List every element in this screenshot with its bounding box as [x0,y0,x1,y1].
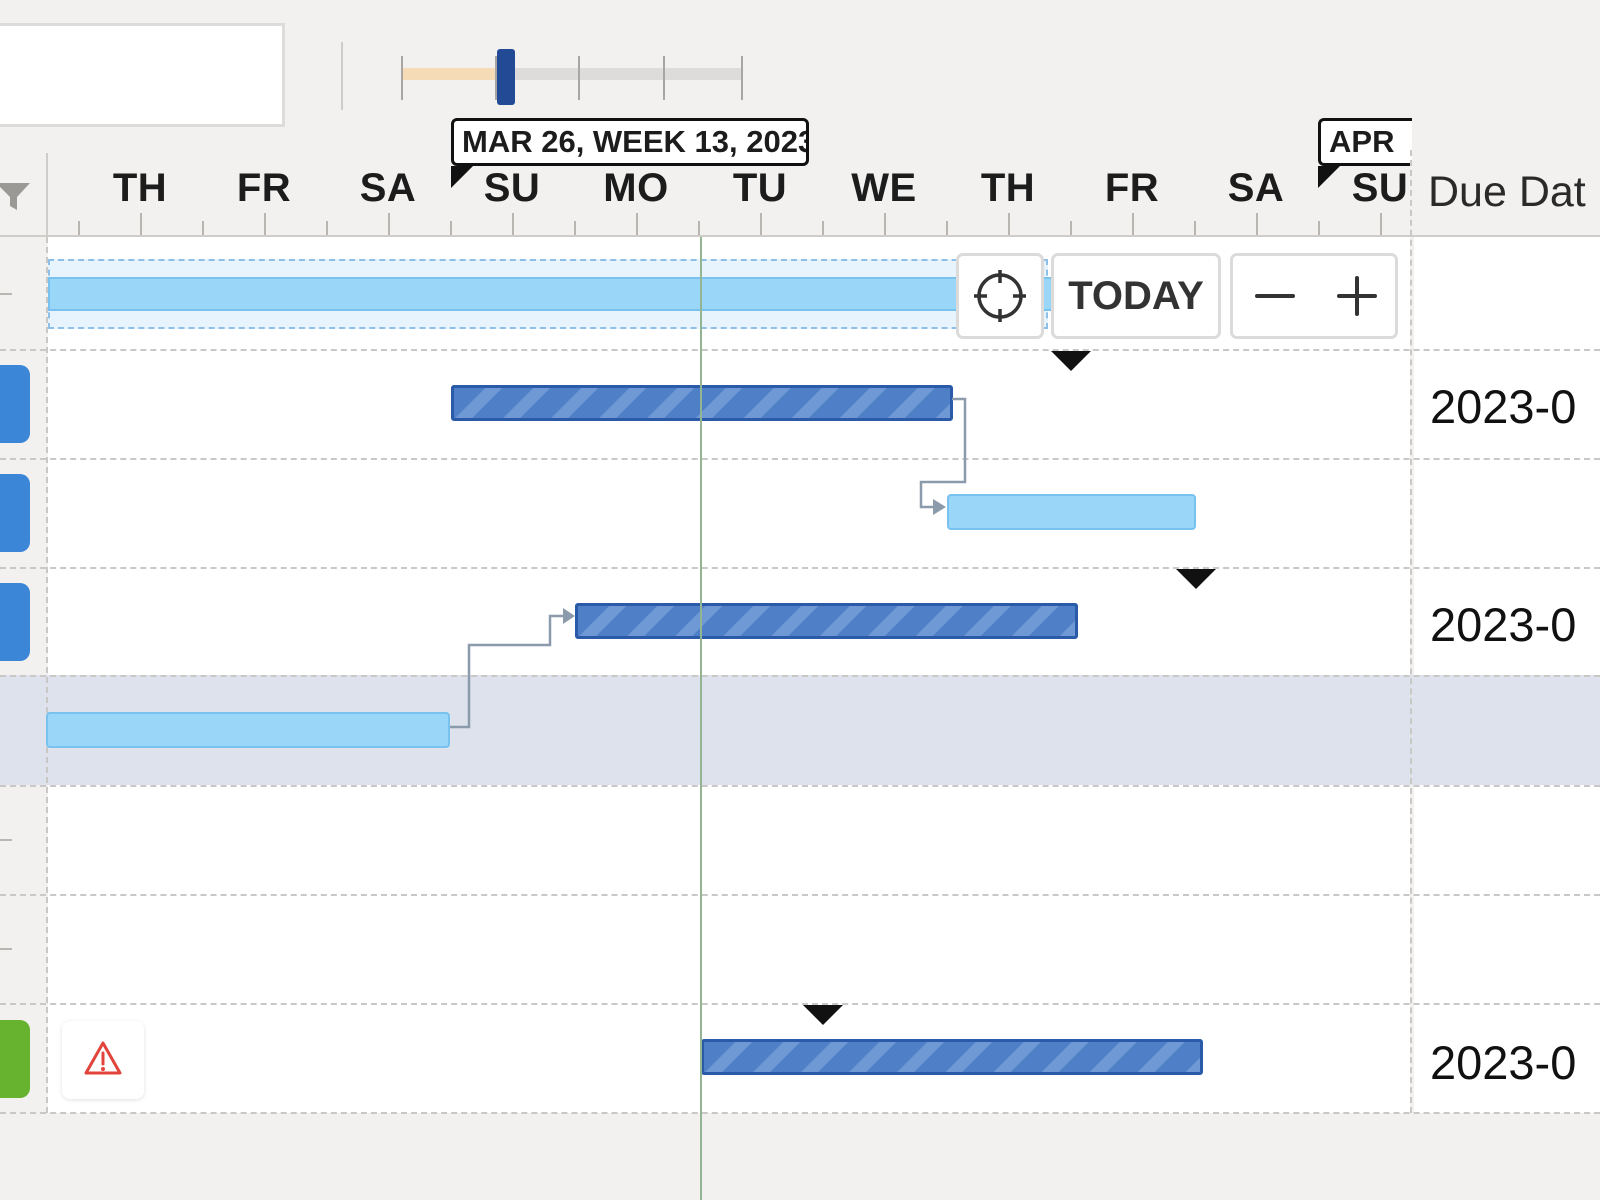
filter-icon[interactable] [0,180,32,212]
row-divider [0,567,1600,569]
zoom-slider-tick [663,56,665,100]
row-divider [0,675,1600,677]
row-divider [0,349,1600,351]
dependency-arrow [933,499,946,515]
row-divider [0,785,1600,787]
day-column-label: FR [236,166,292,210]
day-boundary-tick [264,213,266,235]
half-day-tick [1194,221,1196,235]
search-input[interactable] [0,23,285,127]
zoom-slider-tick [495,56,497,100]
deadline-marker[interactable] [1176,569,1216,589]
half-day-tick [326,221,328,235]
header-divider [0,235,1600,237]
today-line [700,237,702,1200]
zoom-slider-tick [741,56,743,100]
task-status-pill[interactable] [0,474,30,552]
zoom-out-button[interactable] [1233,256,1315,336]
day-column-label: WE [851,166,917,210]
task-bar[interactable] [575,603,1078,639]
zoom-controls [1230,253,1398,339]
day-boundary-tick [1008,213,1010,235]
summary-task-bar[interactable] [48,277,1058,311]
day-column-label: SU [1351,166,1409,210]
week-label: APR [1318,118,1412,166]
half-day-tick [202,221,204,235]
day-boundary-tick [140,213,142,235]
day-column-label: SA [1227,166,1285,210]
row-divider [0,894,1600,896]
half-day-tick [1070,221,1072,235]
zoom-slider-tick [401,56,403,100]
deadline-marker[interactable] [1051,351,1091,371]
due-date-column-header[interactable]: Due Dat [1428,168,1586,216]
day-column-label: SA [359,166,417,210]
due-date-cell[interactable]: 2023-0 [1430,598,1577,651]
column-divider [46,153,48,237]
day-boundary-tick [1132,213,1134,235]
day-column-label: TH [112,166,168,210]
task-bar[interactable] [701,1039,1203,1075]
day-boundary-tick [760,213,762,235]
day-column-label: MO [603,166,669,210]
row-divider [0,458,1600,460]
zoom-slider-tick [578,56,580,100]
due-date-cell[interactable]: 2023-0 [1430,1036,1577,1089]
toolbar-divider [341,42,343,110]
zoom-in-button[interactable] [1315,256,1397,336]
task-status-pill[interactable] [0,1020,30,1098]
scroll-to-task-button[interactable] [956,253,1044,339]
zoom-slider-fill [402,68,506,80]
tree-line [0,948,12,950]
grid-right-border [1410,150,1412,1113]
minus-icon [1255,294,1295,298]
day-boundary-tick [1380,213,1382,235]
half-day-tick [1318,221,1320,235]
day-boundary-tick [1256,213,1258,235]
day-boundary-tick [512,213,514,235]
day-column-label: SU [483,166,541,210]
zoom-slider-handle[interactable] [497,49,515,105]
half-day-tick [698,221,700,235]
day-column-label: TU [732,166,788,210]
half-day-tick [574,221,576,235]
week-label: MAR 26, WEEK 13, 2023 [451,118,809,166]
day-boundary-tick [636,213,638,235]
tree-line [0,839,12,841]
dependency-line [450,614,563,729]
day-column-label: FR [1104,166,1160,210]
row-divider [0,1003,1600,1005]
row-divider [0,1112,1600,1114]
crosshair-icon [974,270,1026,322]
day-boundary-tick [388,213,390,235]
tree-line [0,293,12,295]
day-boundary-tick [884,213,886,235]
half-day-tick [450,221,452,235]
dependency-line [919,397,967,509]
half-day-tick [822,221,824,235]
half-day-tick [946,221,948,235]
week-flag-marker [451,166,473,188]
task-bar[interactable] [451,385,953,421]
week-flag-marker [1318,166,1340,188]
half-day-tick [78,221,80,235]
warning-badge[interactable] [62,1021,144,1099]
dependency-arrow [563,608,575,624]
warning-triangle-icon [84,1041,122,1075]
task-bar[interactable] [947,494,1196,530]
day-column-label: TH [980,166,1036,210]
today-button[interactable]: TODAY [1051,253,1221,339]
due-date-cell[interactable]: 2023-0 [1430,380,1577,433]
deadline-marker[interactable] [803,1005,843,1025]
task-status-pill[interactable] [0,583,30,661]
plus-icon [1337,276,1377,316]
task-bar[interactable] [46,712,450,748]
task-status-pill[interactable] [0,365,30,443]
